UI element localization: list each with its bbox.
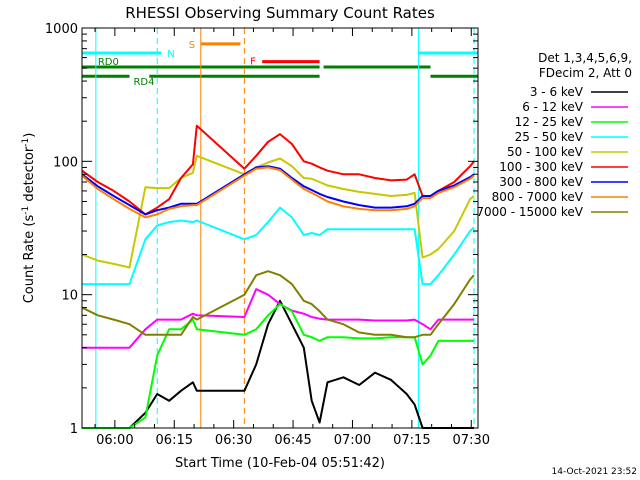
y-tick-label: 100 <box>53 155 78 170</box>
legend-label-800-7000-kev: 800 - 7000 keV <box>492 190 584 204</box>
y-tick-label: 1 <box>70 422 78 437</box>
x-axis-label: Start Time (10-Feb-04 05:51:42) <box>175 456 385 471</box>
y-axis-label-close: ) <box>22 133 37 138</box>
legend-label-300-800-kev: 300 - 800 keV <box>499 175 583 189</box>
x-tick-label: 06:45 <box>274 433 311 448</box>
series-line-12-25-kev <box>82 303 474 429</box>
y-axis-label: Count Rate (s-1 detector-1) <box>21 133 37 304</box>
legend-header-line-1: Det 1,3,4,5,6,9, <box>538 51 632 65</box>
x-tick-label: 07:15 <box>393 433 430 448</box>
x-tick-label: 06:30 <box>215 433 252 448</box>
plot-frame <box>81 27 479 429</box>
series-line-6-12-kev <box>82 288 474 349</box>
flag-label-s: S <box>189 40 195 51</box>
flag-label-n: N <box>167 49 174 60</box>
series-line-50-100-kev <box>81 154 475 269</box>
flag-label-rd0: RD0 <box>98 57 119 68</box>
legend-header-line-2: FDecim 2, Att 0 <box>539 66 632 80</box>
series-layer <box>81 124 475 429</box>
legend-label-100-300-kev: 100 - 300 keV <box>499 160 583 174</box>
timestamp: 14-Oct-2021 23:52 <box>552 467 637 477</box>
y-axis-label-main: Count Rate (s <box>22 215 37 304</box>
legend-label-12-25-kev: 12 - 25 keV <box>515 115 584 129</box>
series-line-25-50-kev <box>82 206 475 286</box>
legend-label-50-100-kev: 50 - 100 keV <box>507 145 584 159</box>
flag-label-rd4: RD4 <box>133 77 154 88</box>
y-axis-label-sup: -1 <box>21 206 31 215</box>
x-tick-label: 06:15 <box>156 433 193 448</box>
x-tick-label: 06:00 <box>96 433 133 448</box>
legend-label-7000-15000-kev: 7000 - 15000 keV <box>476 205 583 219</box>
x-tick-label: 07:30 <box>453 433 490 448</box>
flag-label-f: F <box>250 57 256 68</box>
x-tick-label: 07:00 <box>334 433 371 448</box>
series-line-7000-15000-kev <box>81 270 475 339</box>
series-line-800-7000-kev <box>81 166 475 219</box>
y-tick-label: 1000 <box>45 22 78 37</box>
series-line-300-800-kev <box>81 165 475 216</box>
chart-title: RHESSI Observing Summary Count Rates <box>125 4 435 22</box>
legend-label-3-6-kev: 3 - 6 keV <box>530 85 584 99</box>
legend-label-25-50-kev: 25 - 50 keV <box>515 130 584 144</box>
legend-label-6-12-kev: 6 - 12 keV <box>522 100 584 114</box>
y-axis-label-sup2: -1 <box>21 138 31 147</box>
y-axis-label-tail: detector <box>22 146 37 206</box>
axes-layer: 1 10 100 1000 06:00 06:15 06:30 06:45 07:00 07:15… <box>45 22 490 448</box>
y-tick-label: 10 <box>61 289 78 304</box>
